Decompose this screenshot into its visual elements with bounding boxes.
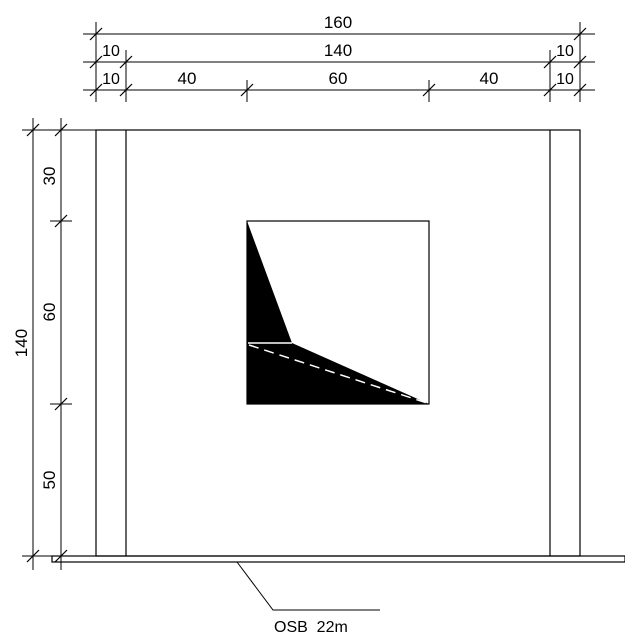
dim-inner-width: 140 bbox=[324, 41, 352, 60]
dim-top-height: 30 bbox=[40, 167, 59, 186]
dim-right-stud-width: 10 bbox=[556, 43, 574, 60]
dim-left-stud-width: 10 bbox=[102, 43, 120, 60]
wall-outline bbox=[95, 129, 581, 557]
dim-window-width: 60 bbox=[329, 69, 348, 88]
osb-board bbox=[51, 555, 625, 563]
dim-left-post: 10 bbox=[102, 71, 120, 88]
upper-shadow-wedge bbox=[247, 221, 292, 343]
dim-bottom-height: 50 bbox=[40, 471, 59, 490]
dim-overall-height: 140 bbox=[12, 329, 31, 357]
dim-window-height: 60 bbox=[40, 303, 59, 322]
osb-base: OSB 22m bbox=[51, 555, 625, 636]
top-dimension-chain: 160 10 140 10 10 40 60 40 10 bbox=[83, 13, 595, 102]
window-opening bbox=[246, 220, 430, 405]
dim-right-post: 10 bbox=[556, 71, 574, 88]
dim-overall-width: 160 bbox=[324, 13, 352, 32]
left-dimension-chain: 140 30 60 50 bbox=[12, 118, 96, 570]
dim-left-bay: 40 bbox=[178, 69, 197, 88]
dim-right-bay: 40 bbox=[480, 69, 499, 88]
leader-line bbox=[236, 561, 380, 611]
wall-panel bbox=[95, 129, 581, 557]
lower-shadow-wedge bbox=[247, 343, 429, 404]
material-label: OSB 22m bbox=[274, 619, 348, 636]
